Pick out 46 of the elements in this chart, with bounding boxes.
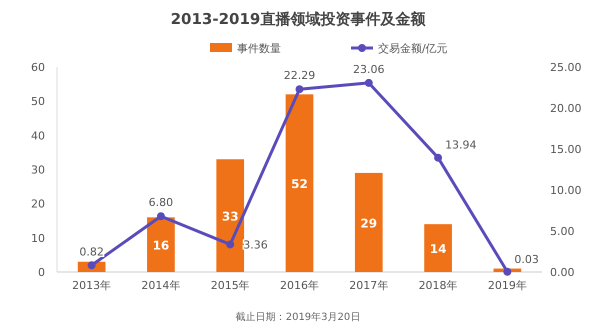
data-label: 52 xyxy=(291,177,308,192)
y-tick-label: 30 xyxy=(31,164,45,176)
data-label: 16 xyxy=(152,238,170,253)
bar xyxy=(286,94,314,272)
data-label: 0.03 xyxy=(514,252,539,266)
y2-tick-label: 20.00 xyxy=(550,102,582,115)
chart-title: 2013-2019直播领域投资事件及金额 xyxy=(170,10,426,28)
data-label: 14 xyxy=(430,242,446,256)
x-tick-label: 2017年 xyxy=(349,279,388,292)
y-tick-label: 10 xyxy=(31,232,45,245)
data-label: 13.94 xyxy=(445,138,477,152)
y-tick-label: 50 xyxy=(31,95,45,108)
x-tick-label: 2019年 xyxy=(488,279,527,292)
bar xyxy=(424,224,452,272)
point xyxy=(296,85,304,94)
x-tick-label: 2018年 xyxy=(418,279,458,292)
legend-label: 事件数量 xyxy=(237,42,281,55)
data-label: 6.80 xyxy=(148,196,174,210)
point xyxy=(226,240,234,248)
y2-tick-label: 0.00 xyxy=(550,266,574,279)
x-tick-label: 2014年 xyxy=(141,279,180,292)
y-tick-label: 20 xyxy=(31,198,45,211)
legend-label: 交易金额/亿元 xyxy=(378,42,448,55)
y-tick-label: 60 xyxy=(31,61,45,74)
data-label: 29 xyxy=(360,216,378,230)
data-label: 22.29 xyxy=(284,69,316,82)
point xyxy=(434,154,442,162)
bar xyxy=(216,159,244,272)
y2-tick-label: 25.00 xyxy=(550,61,582,74)
y-tick-label: 0 xyxy=(38,266,45,279)
y2-tick-label: 10.00 xyxy=(550,184,582,197)
point xyxy=(156,212,165,220)
data-label: 33 xyxy=(222,210,239,224)
text: 截止日期：2019年3月20日 xyxy=(236,311,360,323)
point xyxy=(364,78,373,87)
data-label: 23.06 xyxy=(353,62,385,76)
data-label: 0.82 xyxy=(79,245,104,258)
x-tick-label: 2016年 xyxy=(280,279,319,292)
x-tick-label: 2013年 xyxy=(72,279,112,292)
y2-tick-label: 5.00 xyxy=(550,225,574,238)
y2-tick-label: 15.00 xyxy=(550,143,582,156)
data-label: 3.36 xyxy=(243,238,268,252)
point xyxy=(503,268,512,276)
x-tick-label: 2015年 xyxy=(210,279,250,292)
bar xyxy=(354,172,383,272)
y-tick-label: 40 xyxy=(31,129,45,142)
